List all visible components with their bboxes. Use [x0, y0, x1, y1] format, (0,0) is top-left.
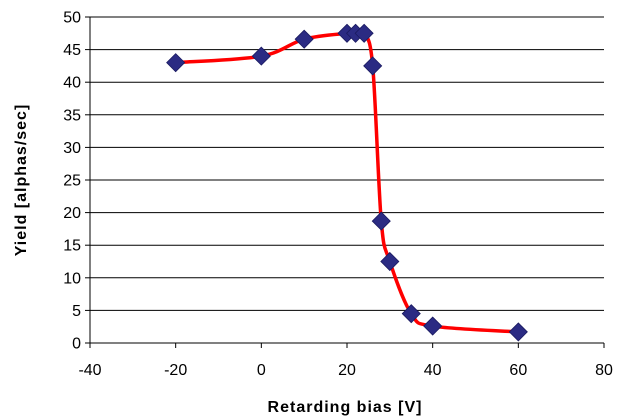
x-tick-label: 60: [509, 362, 527, 379]
y-tick-label: 25: [63, 173, 81, 190]
y-tick-label: 15: [63, 238, 81, 255]
x-tick-label: 80: [595, 362, 613, 379]
data-point: [166, 53, 186, 73]
gridlines: [90, 16, 604, 311]
y-tick-label: 10: [63, 270, 81, 287]
x-tick-label: 0: [257, 362, 266, 379]
data-point: [380, 251, 400, 272]
x-axis-title: Retarding bias [V]: [268, 399, 423, 416]
y-tick-label: 30: [63, 140, 81, 157]
x-tick-label: 40: [424, 362, 442, 379]
axes: [85, 16, 605, 348]
data-point: [423, 316, 443, 336]
data-point: [363, 56, 383, 76]
x-tick-label: 20: [338, 362, 356, 379]
data-point: [251, 46, 271, 66]
y-tick-label: 45: [63, 42, 81, 59]
y-tick-label: 35: [63, 107, 81, 124]
y-tick-label: 50: [63, 10, 81, 27]
data-point: [294, 29, 314, 49]
y-tick-label: 0: [72, 336, 81, 353]
data-point: [371, 211, 391, 231]
data-point: [354, 23, 374, 43]
data-point: [401, 304, 421, 324]
y-axis-title: Yield [alphas/sec]: [13, 104, 30, 257]
series-line: [173, 29, 521, 334]
data-point: [508, 322, 528, 342]
y-tick-label: 5: [72, 303, 81, 320]
y-tick-label: 20: [63, 205, 81, 222]
y-tick-labels: 0 5 10 15 20 25 30 35 40 45 50: [63, 10, 81, 353]
x-tick-label: -20: [164, 362, 187, 379]
x-tick-labels: -40 -20 0 20 40 60 80: [78, 362, 613, 379]
series: [166, 23, 528, 342]
y-tick-label: 40: [63, 75, 81, 92]
x-tick-label: -40: [78, 362, 101, 379]
